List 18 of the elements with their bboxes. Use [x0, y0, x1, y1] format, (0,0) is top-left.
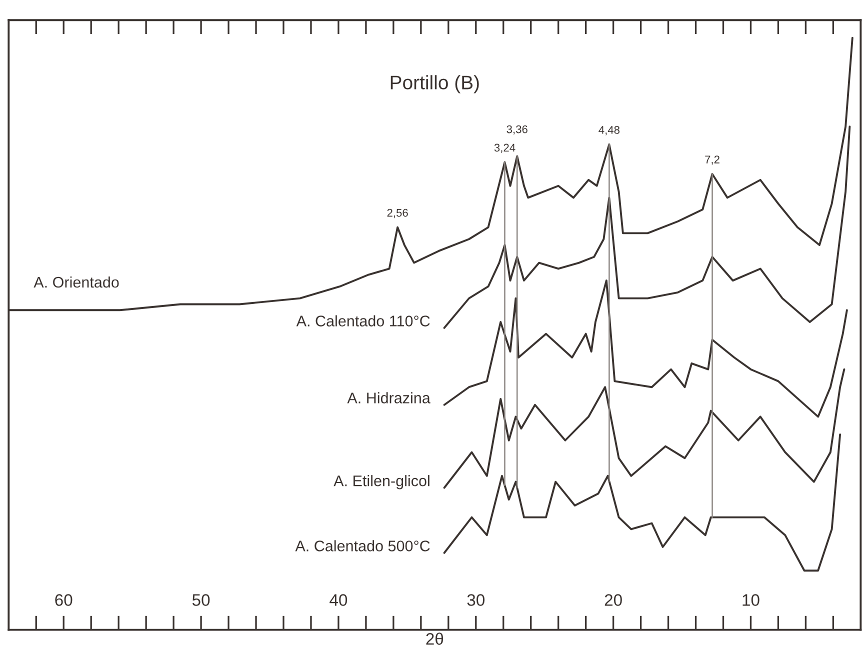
- annotation: 4,48: [598, 126, 620, 136]
- x-tick-label: 20: [604, 594, 622, 606]
- annotation: 2,56: [387, 208, 408, 218]
- series-label: A. Calentado 110°C: [296, 315, 430, 326]
- series-label: A. Orientado: [34, 276, 119, 288]
- x-tick-label: 40: [330, 594, 348, 606]
- annotation: 7,2: [705, 156, 720, 165]
- annotation: 3,36: [506, 125, 528, 135]
- x-tick-label: 50: [192, 594, 210, 606]
- annotation: 3,24: [494, 144, 516, 153]
- series-label: A. Calentado 500°C: [295, 540, 430, 552]
- x-axis-title: 2θ: [426, 632, 444, 645]
- text: Portillo (B): [390, 75, 479, 94]
- series-label: A. Hidrazina: [347, 392, 430, 404]
- x-tick-label: 30: [467, 594, 485, 606]
- series-label: A. Etilen-glicol: [334, 475, 430, 490]
- x-tick-label: 60: [55, 594, 72, 606]
- x-tick-label: 10: [742, 594, 760, 606]
